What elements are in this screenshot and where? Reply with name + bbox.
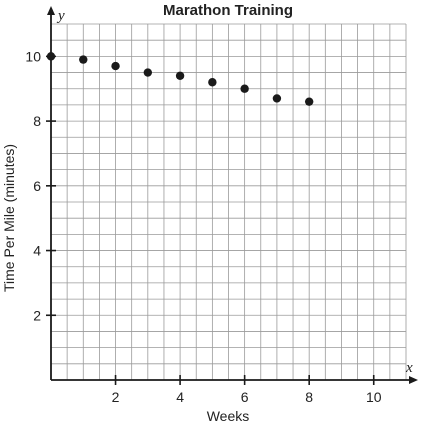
x-axis-arrow xyxy=(409,376,418,384)
data-points xyxy=(46,52,314,106)
tick-labels: 2 4 6 8 10 2 4 6 8 10 xyxy=(25,48,381,405)
x-tick-label: 2 xyxy=(112,389,120,405)
data-point xyxy=(208,78,217,87)
x-axis-letter: x xyxy=(405,360,413,376)
y-tick-label: 8 xyxy=(33,113,41,129)
x-tick-label: 10 xyxy=(366,389,382,405)
y-axis-letter: y xyxy=(56,8,65,24)
data-point xyxy=(111,61,120,71)
chart-title: Marathon Training xyxy=(163,2,293,19)
data-point xyxy=(143,68,153,77)
y-tick-label: 10 xyxy=(25,48,41,64)
data-point xyxy=(79,55,88,64)
x-tick-label: 4 xyxy=(176,389,184,405)
grid xyxy=(50,23,407,381)
data-point xyxy=(272,94,282,103)
data-point xyxy=(46,52,56,61)
data-point xyxy=(304,97,314,106)
data-point xyxy=(240,84,249,93)
axes xyxy=(46,6,418,385)
y-tick-label: 2 xyxy=(33,307,41,323)
y-tick-label: 6 xyxy=(33,178,41,194)
y-axis-arrow xyxy=(47,6,55,15)
y-axis-title: Time Per Mile (minutes) xyxy=(1,144,17,292)
x-tick-label: 6 xyxy=(241,389,249,405)
data-point xyxy=(175,71,185,80)
y-tick-label: 4 xyxy=(33,243,41,259)
x-tick-label: 8 xyxy=(305,389,313,405)
x-axis-title: Weeks xyxy=(207,408,250,424)
